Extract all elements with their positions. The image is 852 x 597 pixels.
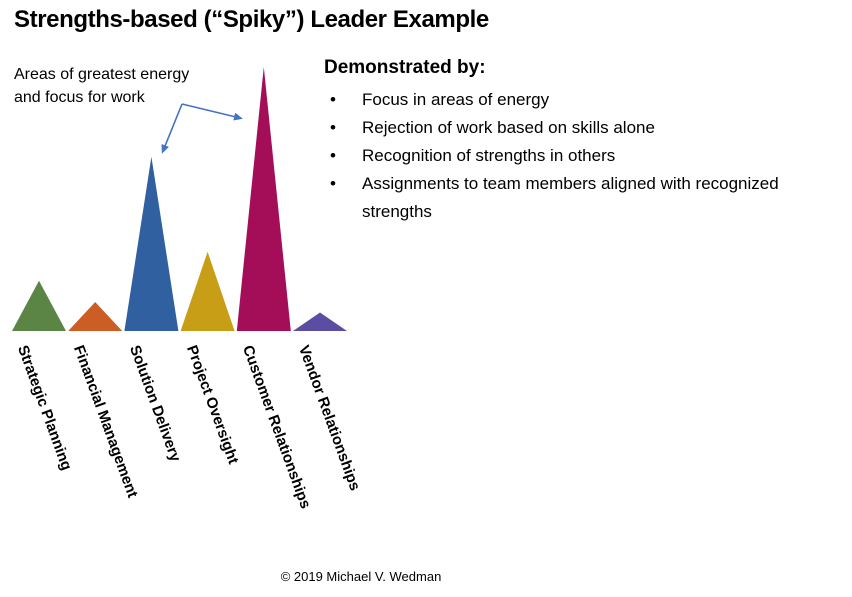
category-label-project-oversight: Project Oversight <box>183 343 242 467</box>
demonstrated-by-heading: Demonstrated by: <box>324 57 486 78</box>
bullet-item: Recognition of strengths in others <box>324 142 848 170</box>
peak-solution-delivery <box>124 156 179 331</box>
bullet-item: Rejection of work based on skills alone <box>324 114 848 142</box>
category-label-strategic-planning: Strategic Planning <box>14 343 76 473</box>
annotation-text: Areas of greatest energy and focus for w… <box>14 63 189 109</box>
bullet-list: Focus in areas of energy Rejection of wo… <box>324 86 848 226</box>
category-label-financial-management: Financial Management <box>70 343 142 500</box>
category-label-vendor-relationships: Vendor Relationships <box>295 343 364 493</box>
annotation-arrow-to-customer-relationships <box>181 103 243 121</box>
peak-financial-management <box>68 302 123 331</box>
annotation-line-1: Areas of greatest energy <box>14 66 190 83</box>
peak-project-oversight <box>180 251 235 331</box>
peak-vendor-relationships <box>293 312 347 331</box>
bullet-item: Assignments to team members aligned with… <box>324 170 848 226</box>
demonstrated-by-block: Demonstrated by: Focus in areas of energ… <box>324 57 848 226</box>
category-label-solution-delivery: Solution Delivery <box>126 343 184 464</box>
peak-customer-relationships <box>236 67 291 331</box>
bullet-item: Focus in areas of energy <box>324 86 848 114</box>
footer-copyright: © 2019 Michael V. Wedman <box>280 569 442 584</box>
peak-strategic-planning <box>12 280 66 331</box>
annotation-arrow-to-solution-delivery <box>161 103 183 154</box>
annotation-line-2: and focus for work <box>14 89 145 106</box>
slide-title: Strengths-based (“Spiky”) Leader Example <box>14 6 489 33</box>
